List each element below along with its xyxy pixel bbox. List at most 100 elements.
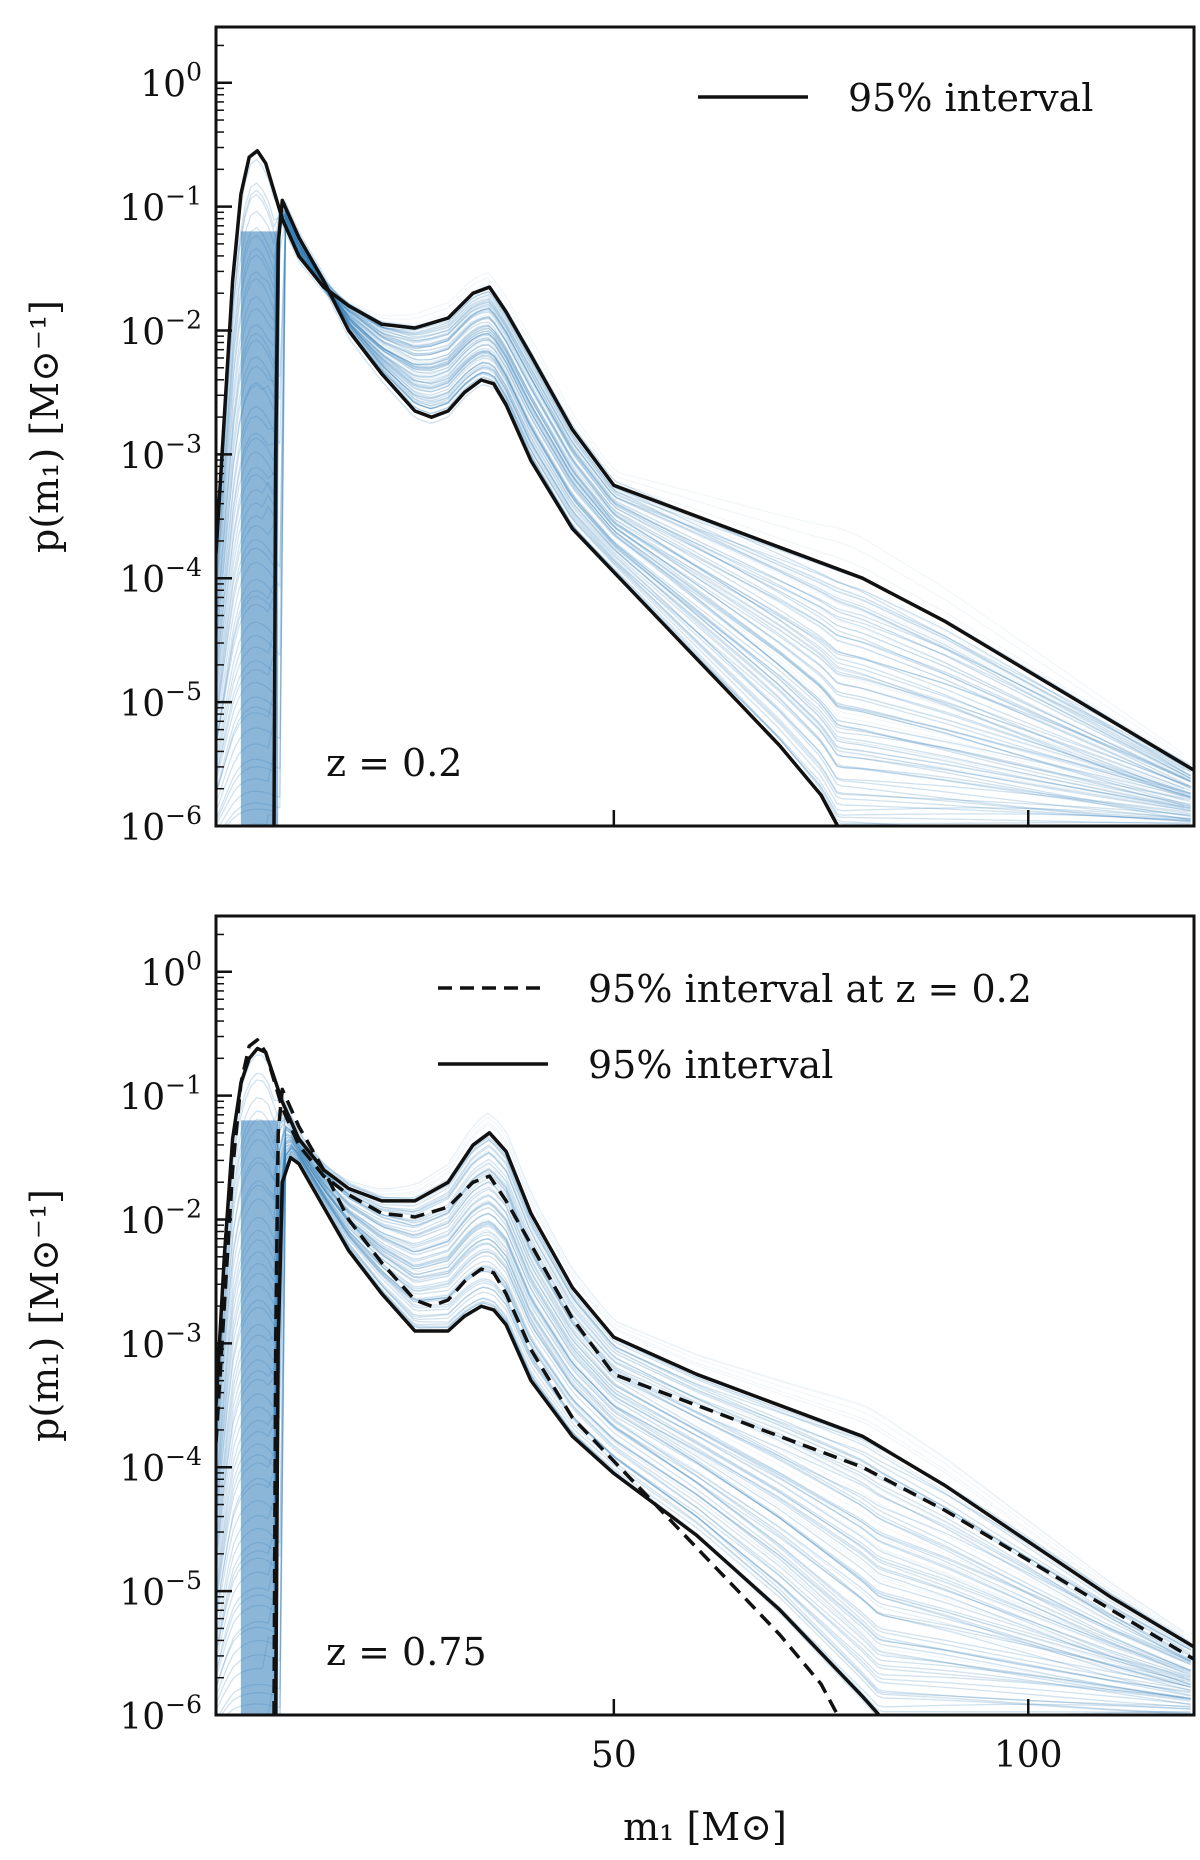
interval-line-1 xyxy=(273,1155,881,1715)
sample-line xyxy=(216,212,1191,770)
sample-line xyxy=(298,1148,1185,1670)
sample-line xyxy=(298,248,1185,791)
y-tick-label: 100 xyxy=(140,58,202,106)
y-tick-label: 10−5 xyxy=(119,1566,202,1614)
y-axis-label: p(m₁) [M⊙⁻¹] xyxy=(23,1189,67,1442)
sample-line xyxy=(216,210,1191,812)
y-tick-label: 10−2 xyxy=(119,305,202,353)
sample-line xyxy=(216,216,1191,800)
y-tick-label: 10−2 xyxy=(119,1194,202,1242)
sample-line xyxy=(298,254,1185,770)
sample-line xyxy=(298,1116,1185,1635)
y-tick-label: 10−1 xyxy=(119,1071,202,1119)
sample-line xyxy=(216,209,1192,777)
sample-line xyxy=(216,1152,1191,1711)
posterior-band xyxy=(216,148,1192,826)
low-mass-band xyxy=(240,231,279,826)
sample-line xyxy=(298,1150,1185,1678)
sample-line xyxy=(298,248,1185,791)
axes-frame xyxy=(214,914,1196,1717)
sample-line xyxy=(298,250,1185,783)
sample-line xyxy=(216,1114,1192,1662)
sample-line xyxy=(298,1153,1185,1686)
sample-line xyxy=(216,1137,1191,1678)
sample-line xyxy=(216,208,1191,808)
sample-line xyxy=(298,1137,1185,1643)
sample-line xyxy=(216,1147,1191,1701)
sample-line xyxy=(216,216,1191,783)
sample-line xyxy=(216,1140,1191,1679)
sample-line xyxy=(298,1143,1185,1655)
sample-line xyxy=(216,1144,1191,1697)
y-tick-label: 10−6 xyxy=(119,1690,202,1738)
sample-line xyxy=(298,243,1185,806)
sample-line xyxy=(298,256,1185,762)
sample-line xyxy=(216,1145,1191,1706)
redshift-annotation: z = 0.75 xyxy=(326,1630,487,1674)
sample-line xyxy=(216,1127,1191,1672)
sample-line xyxy=(298,248,1185,789)
sample-line xyxy=(298,242,1185,809)
sample-line xyxy=(298,1152,1185,1682)
y-tick-label: 10−6 xyxy=(119,801,202,849)
y-tick-label: 10−1 xyxy=(119,182,202,230)
sample-line xyxy=(216,219,1191,801)
sample-line xyxy=(298,1150,1185,1679)
sample-line xyxy=(216,1146,1191,1702)
sample-line xyxy=(216,213,1191,809)
sample-line xyxy=(216,218,1191,803)
sample-line xyxy=(216,205,1191,821)
sample-line xyxy=(298,1154,1185,1688)
sample-line xyxy=(216,210,1191,782)
interval-line-0 xyxy=(216,149,1194,772)
sample-line xyxy=(216,1149,1191,1705)
x-tick-label: 100 xyxy=(994,1735,1063,1776)
sample-line xyxy=(216,1128,1191,1677)
interval-line-1 xyxy=(272,198,840,826)
y-tick-label: 10−5 xyxy=(119,677,202,725)
sample-line xyxy=(216,1147,1191,1694)
sample-line xyxy=(216,1053,1192,1646)
sample-line xyxy=(216,209,1191,787)
sample-line xyxy=(298,1140,1185,1649)
sample-line xyxy=(216,1139,1191,1688)
sample-line xyxy=(216,1150,1191,1693)
sample-line xyxy=(216,1079,1192,1646)
x-tick-label: 50 xyxy=(591,1735,637,1776)
sample-line xyxy=(216,1146,1191,1700)
sample-line xyxy=(216,216,1191,796)
legend-label: 95% interval at z = 0.2 xyxy=(588,967,1032,1011)
sample-line xyxy=(298,1141,1185,1650)
y-tick-label: 10−3 xyxy=(119,429,202,477)
sample-line xyxy=(216,1137,1191,1680)
sample-line xyxy=(216,213,1191,813)
sample-line xyxy=(298,1112,1185,1633)
sample-line xyxy=(216,1141,1191,1683)
sample-line xyxy=(216,1139,1191,1681)
sample-line xyxy=(216,1125,1191,1663)
bottom-panel: 10−6 10−5 10−4 10−3 10−2 10−1 100 50 100 p(m₁) [M… xyxy=(23,914,1196,1849)
sample-line xyxy=(298,245,1185,801)
interval-line-0 xyxy=(216,1046,1194,1649)
sample-line xyxy=(216,207,1191,823)
sample-line xyxy=(298,246,1185,798)
sample-line xyxy=(298,257,1185,759)
legend-label: 95% interval xyxy=(848,76,1093,120)
sample-line xyxy=(298,243,1185,806)
sample-line xyxy=(216,1145,1191,1700)
sample-line xyxy=(298,248,1185,789)
sample-line xyxy=(216,215,1191,798)
sample-line xyxy=(216,1096,1192,1651)
sample-line xyxy=(298,252,1185,775)
sample-line xyxy=(216,1126,1191,1664)
sample-line xyxy=(298,1152,1185,1683)
sample-line xyxy=(216,211,1191,782)
sample-line xyxy=(216,212,1191,818)
sample-line xyxy=(216,193,1192,777)
sample-line xyxy=(216,211,1191,817)
sample-line xyxy=(298,1132,1185,1641)
sample-line xyxy=(216,215,1191,799)
sample-line xyxy=(298,245,1185,800)
sample-line xyxy=(216,219,1191,805)
sample-line xyxy=(216,214,1191,812)
